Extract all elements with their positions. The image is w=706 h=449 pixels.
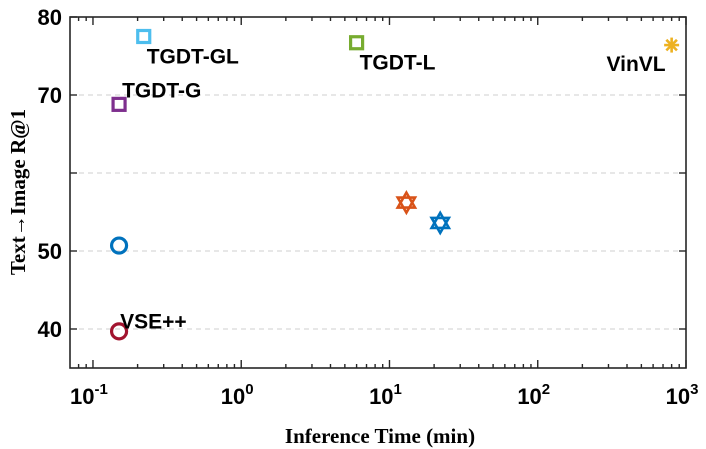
x-tick-label: 101 [369,381,402,409]
y-tick-label: 70 [38,83,62,108]
x-tick-label: 100 [221,381,254,409]
point-label-vinvl: VinVL [607,53,666,76]
x-tick-label: 10-1 [70,381,108,409]
x-axis-title: Inference Time (min) [285,424,475,448]
plot-area [69,16,687,369]
point-label-tgdt-l: TGDT-L [360,52,436,75]
y-tick-labels: 40 50 70 80 [38,5,62,342]
point-unlabeled-1 [109,236,129,255]
y-tick-label: 40 [38,317,62,342]
y-tick-label: 50 [38,239,62,264]
x-tick-labels: 10-1 100 101 102 103 [70,381,698,409]
point-label-vse: VSE++ [120,310,187,333]
grid-layer [70,94,686,330]
y-axis-title: Text→Image R@1 [6,109,30,275]
x-tick-label: 103 [666,381,699,409]
point-unlabeled-6 [429,210,452,236]
tick-layer [70,16,687,368]
point-vinvl [664,37,680,53]
x-tick-label: 102 [517,381,550,409]
point-vse [109,322,129,341]
point-label-tgdt-gl: TGDT-GL [147,46,239,69]
point-label-tgdt-g: TGDT-G [122,79,201,102]
point-tgdt-l [348,35,365,51]
y-tick-label: 80 [38,5,62,30]
data-points [109,28,680,341]
point-tgdt-g [111,96,127,112]
point-unlabeled-5 [395,189,418,216]
point-tgdt-gl [136,28,152,45]
point-labels: VSE++ TGDT-G TGDT-GL TGDT-L VinVL [120,46,666,334]
